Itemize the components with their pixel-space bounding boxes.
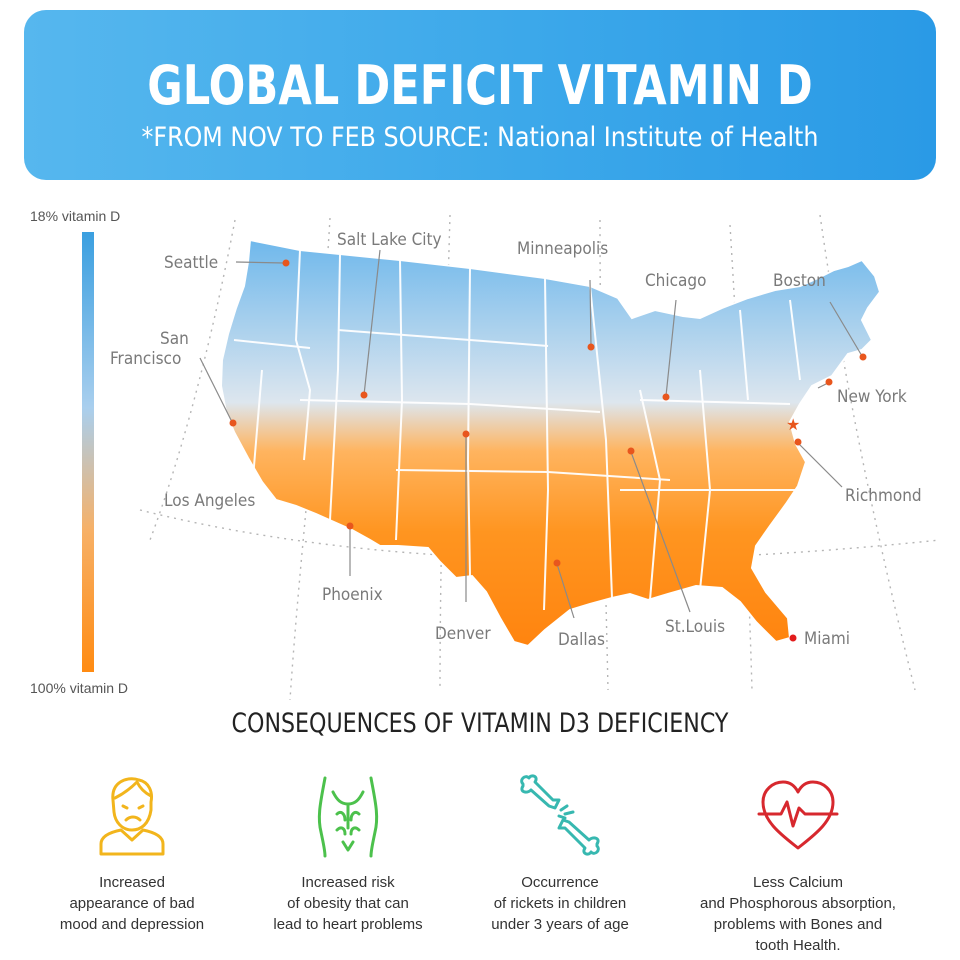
usa-silhouette <box>219 238 882 648</box>
city-label-los-angeles: Los Angeles <box>164 491 255 511</box>
washington-star-icon: ★ <box>786 415 800 434</box>
city-dot-chicago <box>662 393 670 401</box>
city-label-seattle: Seattle <box>164 253 218 273</box>
consequence-item-calcium: Less Calcium and Phosphorous absorption,… <box>688 770 908 956</box>
city-dot-denver <box>462 430 470 438</box>
consequence-text-rickets: Occurrence of rickets in children under … <box>491 874 629 933</box>
broken-bone-icon <box>520 774 600 856</box>
heart-pulse-icon <box>757 780 839 850</box>
legend-bottom-label: 100% vitamin D <box>30 680 129 696</box>
city-label-phoenix: Phoenix <box>322 585 383 605</box>
consequence-text-obesity: Increased risk of obesity that can lead … <box>273 874 423 933</box>
body-torso-icon <box>317 776 379 858</box>
page-subtitle: *FROM NOV TO FEB SOURCE: National Instit… <box>141 122 819 153</box>
city-dot-richmond <box>794 438 802 446</box>
city-dot-dallas <box>553 559 561 567</box>
city-label-richmond: Richmond <box>845 486 922 506</box>
city-dot-st-louis <box>627 447 635 455</box>
city-label-san-francisco-1: San <box>160 329 189 349</box>
city-label-chicago: Chicago <box>645 271 706 291</box>
city-dot-seattle <box>282 259 290 267</box>
city-dots <box>229 259 867 642</box>
city-dot-miami <box>789 634 797 642</box>
city-labels: Seattle San Francisco Los Angeles Salt L… <box>110 230 922 650</box>
legend-gradient-bar <box>82 232 94 672</box>
header-banner: GLOBAL DEFICIT VITAMIN D *FROM NOV TO FE… <box>24 10 936 180</box>
consequence-item-obesity: Increased risk of obesity that can lead … <box>238 770 458 935</box>
city-label-st-louis: St.Louis <box>665 617 725 637</box>
city-dot-phoenix <box>346 522 354 530</box>
city-dot-boston <box>859 353 867 361</box>
page-title: GLOBAL DEFICIT VITAMIN D <box>147 54 813 117</box>
sad-person-icon <box>99 777 165 856</box>
consequence-item-mood: Increased appearance of bad mood and dep… <box>22 770 242 935</box>
city-dot-salt-lake-city <box>360 391 368 399</box>
consequence-item-rickets: Occurrence of rickets in children under … <box>450 770 670 935</box>
city-dot-san-francisco <box>229 419 237 427</box>
legend-top-label: 18% vitamin D <box>30 208 121 224</box>
consequence-text-calcium: Less Calcium and Phosphorous absorption,… <box>700 874 896 954</box>
leader-lines <box>199 249 863 619</box>
consequence-text-mood: Increased appearance of bad mood and dep… <box>59 874 205 933</box>
city-dot-minneapolis <box>587 343 595 351</box>
city-label-salt-lake-city: Salt Lake City <box>337 230 442 250</box>
city-label-boston: Boston <box>773 271 826 291</box>
city-label-denver: Denver <box>435 624 491 644</box>
city-label-san-francisco-2: Francisco <box>110 349 181 369</box>
city-dot-new-york <box>825 378 833 386</box>
city-label-miami: Miami <box>804 629 850 649</box>
us-map: ★ Seattle San Francisco Los Angeles Salt… <box>110 214 941 701</box>
city-label-dallas: Dallas <box>558 630 605 650</box>
state-borders <box>233 249 801 611</box>
city-label-minneapolis: Minneapolis <box>517 239 608 259</box>
city-label-new-york: New York <box>837 387 907 407</box>
consequences-title: CONSEQUENCES OF VITAMIN D3 DEFICIENCY <box>231 708 729 739</box>
